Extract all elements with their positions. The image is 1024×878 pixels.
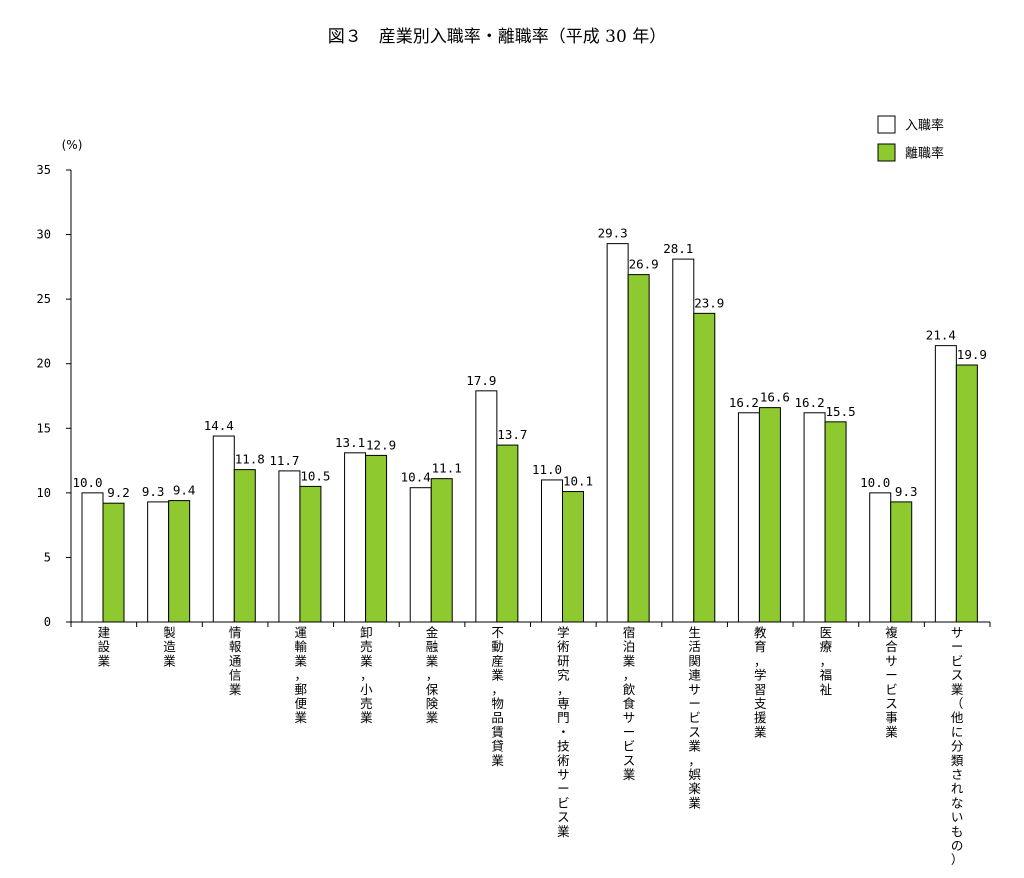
data-label: 9.2 xyxy=(107,485,130,500)
bar xyxy=(81,492,104,623)
bar xyxy=(496,444,519,623)
data-label: 14.4 xyxy=(204,418,234,433)
data-label: 16.2 xyxy=(729,395,759,410)
y-tick-label: 10 xyxy=(37,486,51,500)
data-label: 9.3 xyxy=(895,484,918,499)
y-tick-label: 35 xyxy=(37,163,51,177)
data-label: 17.9 xyxy=(466,373,496,388)
bar xyxy=(824,421,847,623)
legend-label: 入職率 xyxy=(905,118,944,134)
legend-label: 離職率 xyxy=(905,146,944,162)
category-label: 運輸業，郵便業 xyxy=(294,625,307,725)
data-label: 15.5 xyxy=(826,404,856,419)
y-tick-label: 5 xyxy=(44,550,51,564)
bar xyxy=(168,500,191,623)
data-label: 9.4 xyxy=(173,483,196,498)
bar xyxy=(803,412,826,623)
category-label: 教育，学習支援業 xyxy=(754,625,767,739)
bar xyxy=(212,435,235,623)
data-label: 10.4 xyxy=(401,470,431,485)
bar xyxy=(758,407,781,623)
bar xyxy=(147,501,170,623)
bar xyxy=(562,491,584,623)
data-label: 16.6 xyxy=(760,390,790,405)
data-label: 13.7 xyxy=(497,427,527,442)
data-label: 23.9 xyxy=(694,295,724,310)
data-label: 28.1 xyxy=(663,241,693,256)
category-labels: 建設業 製造業 情報通信業 運輸業，郵便業 卸売業，小売業 金融業，保険業 不動産業，物品賃… xyxy=(98,625,964,867)
bars xyxy=(81,243,978,623)
category-label: サービス業（他に分類されないもの） xyxy=(951,625,964,867)
bar xyxy=(430,478,453,623)
bar xyxy=(672,258,695,623)
category-label: 卸売業，小売業 xyxy=(360,625,373,725)
category-label: 建設業 xyxy=(98,625,111,668)
data-label: 26.9 xyxy=(629,257,659,272)
y-tick-label: 0 xyxy=(44,615,51,629)
bar xyxy=(541,479,563,623)
category-label: 生活関連サービス業，娯楽業 xyxy=(688,625,701,810)
data-label: 11.0 xyxy=(532,462,562,477)
category-label: 不動産業，物品賃貸業 xyxy=(491,625,504,768)
y-axis-unit-label: (%) xyxy=(62,138,83,152)
category-label: 製造業 xyxy=(163,625,176,668)
data-label: 29.3 xyxy=(598,226,628,241)
data-label: 16.2 xyxy=(795,395,825,410)
bar xyxy=(869,492,892,623)
y-tick-label: 30 xyxy=(37,228,51,242)
bar xyxy=(102,502,125,623)
category-label: 複合サービス事業 xyxy=(885,625,898,739)
data-label: 11.7 xyxy=(269,453,299,468)
bar xyxy=(606,243,629,623)
legend-swatch xyxy=(877,115,896,134)
data-label: 10.0 xyxy=(860,475,890,490)
data-label: 11.1 xyxy=(432,461,462,476)
bar xyxy=(409,487,432,623)
category-label: 宿泊業，飲食サービス業 xyxy=(623,625,636,782)
y-tick-label: 25 xyxy=(37,292,51,306)
bar xyxy=(365,454,388,623)
data-label: 10.5 xyxy=(300,468,330,483)
bar xyxy=(890,501,913,623)
category-label: 学術研究，専門・技術サービス業 xyxy=(557,625,570,839)
bar xyxy=(934,345,957,623)
data-label: 10.0 xyxy=(72,475,102,490)
bar xyxy=(278,470,301,623)
data-label: 12.9 xyxy=(366,437,396,452)
bar xyxy=(475,390,498,623)
bar xyxy=(627,274,650,623)
bar xyxy=(955,364,978,623)
category-label: 医療，福祉 xyxy=(820,625,833,697)
category-label: 金融業，保険業 xyxy=(426,625,439,725)
bar xyxy=(693,312,716,623)
data-label: 19.9 xyxy=(957,347,987,362)
category-label: 情報通信業 xyxy=(229,625,242,697)
bar xyxy=(233,469,256,623)
data-label: 21.4 xyxy=(926,328,956,343)
bar xyxy=(299,485,322,623)
data-labels: 10.0 9.3 14.4 11.7 13.1 10.4 17.9 11.0 29.3 28.1 1… xyxy=(72,226,986,501)
y-tick-label: 15 xyxy=(37,421,51,435)
data-label: 13.1 xyxy=(335,435,365,450)
bar xyxy=(344,452,367,623)
chart-title: 図３ 産業別入職率・離職率（平成 30 年） xyxy=(328,27,666,47)
data-label: 10.1 xyxy=(563,474,593,489)
y-tick-label: 20 xyxy=(37,357,51,371)
data-label: 9.3 xyxy=(142,484,165,499)
bar xyxy=(737,412,760,623)
legend-swatch xyxy=(877,143,896,162)
data-label: 11.8 xyxy=(235,452,265,467)
